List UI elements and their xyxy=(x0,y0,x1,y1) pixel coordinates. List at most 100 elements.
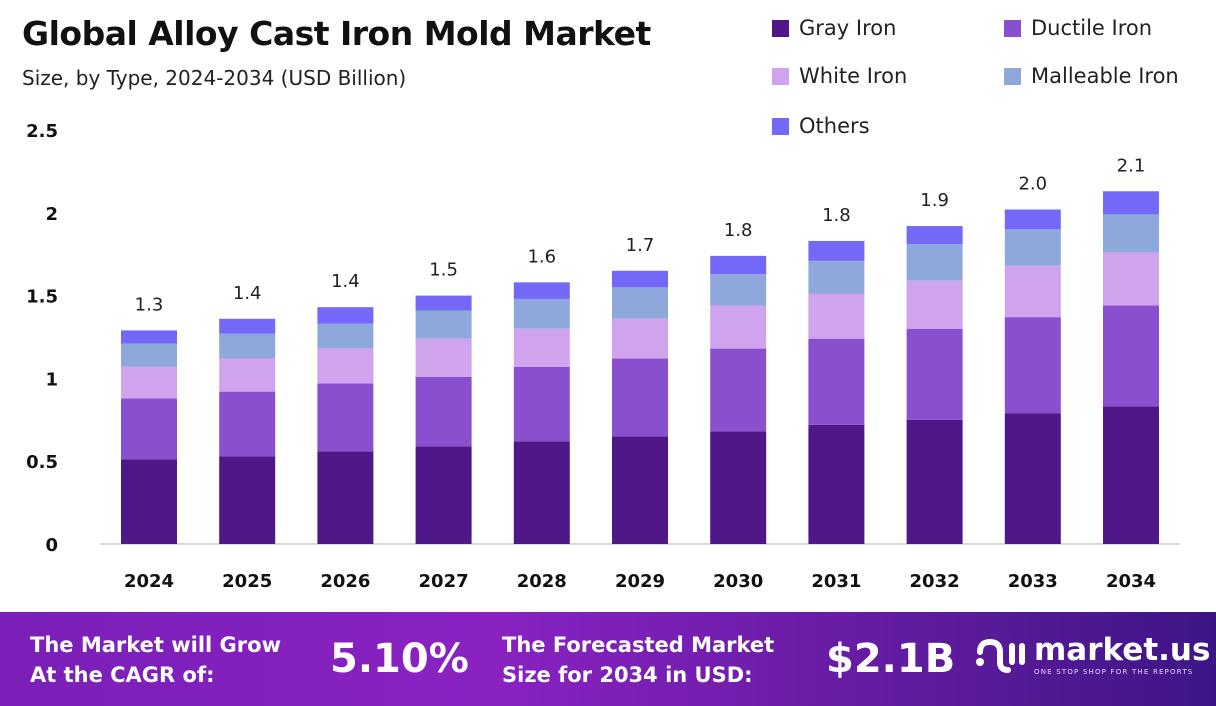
bar-segment-gray-iron xyxy=(219,456,276,544)
total-label: 2.0 xyxy=(1018,173,1047,194)
forecast-label-line2: Size for 2034 in USD: xyxy=(502,663,753,687)
bar-segment-ductile-iron xyxy=(415,376,472,447)
x-tick-label: 2027 xyxy=(419,571,469,592)
y-tick-label: 1 xyxy=(45,369,58,390)
legend-swatch xyxy=(1004,19,1021,37)
legend-label: Gray Iron xyxy=(799,16,897,40)
forecast-label-line1: The Forecasted Market xyxy=(502,633,775,657)
x-tick-label: 2026 xyxy=(320,571,370,592)
cagr-label-line1: The Market will Grow xyxy=(30,633,281,657)
market-us-logo: market.us ONE STOP SHOP FOR THE REPORTS xyxy=(972,632,1210,676)
bar-segment-gray-iron xyxy=(415,446,472,544)
bar-segment-ductile-iron xyxy=(219,391,276,457)
bar-segment-others xyxy=(219,318,276,334)
y-tick-label: 2.5 xyxy=(26,121,58,142)
legend-label: White Iron xyxy=(799,64,908,88)
total-label: 2.1 xyxy=(1117,155,1146,176)
bar-segment-gray-iron xyxy=(808,424,865,544)
total-label: 1.5 xyxy=(429,260,458,281)
cagr-label-line2: At the CAGR of: xyxy=(30,663,215,687)
bar-segment-malleable-iron xyxy=(612,287,668,319)
bar-segment-white-iron xyxy=(808,293,865,339)
x-tick-label: 2024 xyxy=(124,571,174,592)
legend-item-others: Others xyxy=(772,114,870,138)
bar-segment-malleable-iron xyxy=(415,310,472,339)
bar-segment-gray-iron xyxy=(1103,406,1159,544)
bar-segment-others xyxy=(906,226,963,245)
bar-segment-malleable-iron xyxy=(317,323,374,349)
bar-segment-malleable-iron xyxy=(906,244,963,281)
bar-segment-others xyxy=(1103,191,1159,215)
bar-segment-others xyxy=(612,270,668,288)
bar-segment-others xyxy=(710,255,767,275)
bar-segment-ductile-iron xyxy=(1103,305,1159,407)
bar-segment-ductile-iron xyxy=(121,398,177,460)
legend-label: Others xyxy=(799,114,870,138)
bar-segment-others xyxy=(808,240,865,261)
bar-segment-white-iron xyxy=(612,318,668,359)
bar-segment-gray-iron xyxy=(121,459,177,544)
total-label: 1.9 xyxy=(920,190,949,211)
bar-segment-ductile-iron xyxy=(906,328,963,420)
bar-segment-white-iron xyxy=(1004,265,1061,318)
legend-label: Ductile Iron xyxy=(1031,16,1153,40)
bar-segment-ductile-iron xyxy=(710,348,767,432)
x-tick-label: 2032 xyxy=(910,571,960,592)
bar-segment-gray-iron xyxy=(513,441,570,544)
x-tick-label: 2029 xyxy=(615,571,665,592)
legend-item-ductile-iron: Ductile Iron xyxy=(1004,16,1152,40)
bar-segment-others xyxy=(415,295,472,311)
forecast-value: $2.1B xyxy=(826,636,956,682)
legend-swatch xyxy=(772,67,789,85)
x-tick-label: 2034 xyxy=(1106,571,1156,592)
bar-segment-ductile-iron xyxy=(1004,317,1061,414)
chart-subtitle: Size, by Type, 2024-2034 (USD Billion) xyxy=(22,66,407,90)
bar-segment-white-iron xyxy=(317,348,374,384)
x-tick-label: 2031 xyxy=(811,571,861,592)
legend-item-malleable-iron: Malleable Iron xyxy=(1004,64,1179,88)
bar-segment-ductile-iron xyxy=(808,338,865,425)
bar-segment-white-iron xyxy=(415,338,472,377)
legend-swatch xyxy=(1004,67,1021,85)
bar-segment-white-iron xyxy=(121,366,177,399)
bar-segment-malleable-iron xyxy=(808,260,865,294)
logo-icon xyxy=(976,638,1025,673)
bar-segment-gray-iron xyxy=(317,451,374,544)
bar-segment-malleable-iron xyxy=(121,343,177,367)
total-label: 1.3 xyxy=(135,294,164,315)
y-tick-label: 0 xyxy=(45,535,58,556)
bar-segment-others xyxy=(121,330,177,344)
total-label: 1.4 xyxy=(331,271,360,292)
cagr-value: 5.10% xyxy=(330,636,469,682)
bar-segment-white-iron xyxy=(710,305,767,349)
bar-segment-malleable-iron xyxy=(1004,229,1061,266)
logo-name: market.us xyxy=(1034,632,1211,668)
footer-banner: The Market will Grow At the CAGR of: 5.1… xyxy=(0,612,1216,706)
bar-segment-malleable-iron xyxy=(219,333,276,359)
bar-segment-malleable-iron xyxy=(710,274,767,306)
total-label: 1.8 xyxy=(724,220,753,241)
bar-segment-ductile-iron xyxy=(612,358,668,437)
total-label: 1.7 xyxy=(626,235,655,256)
legend-item-gray-iron: Gray Iron xyxy=(772,16,896,40)
y-tick-label: 1.5 xyxy=(26,287,58,308)
total-label: 1.4 xyxy=(233,283,262,304)
bar-segment-white-iron xyxy=(219,358,276,392)
legend-swatch xyxy=(772,117,789,135)
legend-item-white-iron: White Iron xyxy=(772,64,907,88)
bar-segment-white-iron xyxy=(513,328,570,367)
chart-title: Global Alloy Cast Iron Mold Market xyxy=(22,14,651,53)
total-label: 1.8 xyxy=(822,205,851,226)
bar-segment-malleable-iron xyxy=(1103,214,1159,253)
bar-segment-white-iron xyxy=(906,280,963,329)
bar-segment-others xyxy=(317,307,374,324)
stacked-bar-chart: 0 0.5 1 1.5 2 2.5 1.3 2024 1.4 2025 1.4 2026 1.5 2027… xyxy=(26,121,1180,592)
bar-segment-gray-iron xyxy=(906,419,963,544)
bar-segment-others xyxy=(1004,209,1061,230)
bar-segment-gray-iron xyxy=(1004,413,1061,544)
x-tick-label: 2033 xyxy=(1008,571,1058,592)
bar-segment-ductile-iron xyxy=(317,383,374,452)
bar-segment-gray-iron xyxy=(710,431,767,544)
bar-segment-gray-iron xyxy=(612,436,668,544)
y-tick-label: 2 xyxy=(45,204,58,225)
